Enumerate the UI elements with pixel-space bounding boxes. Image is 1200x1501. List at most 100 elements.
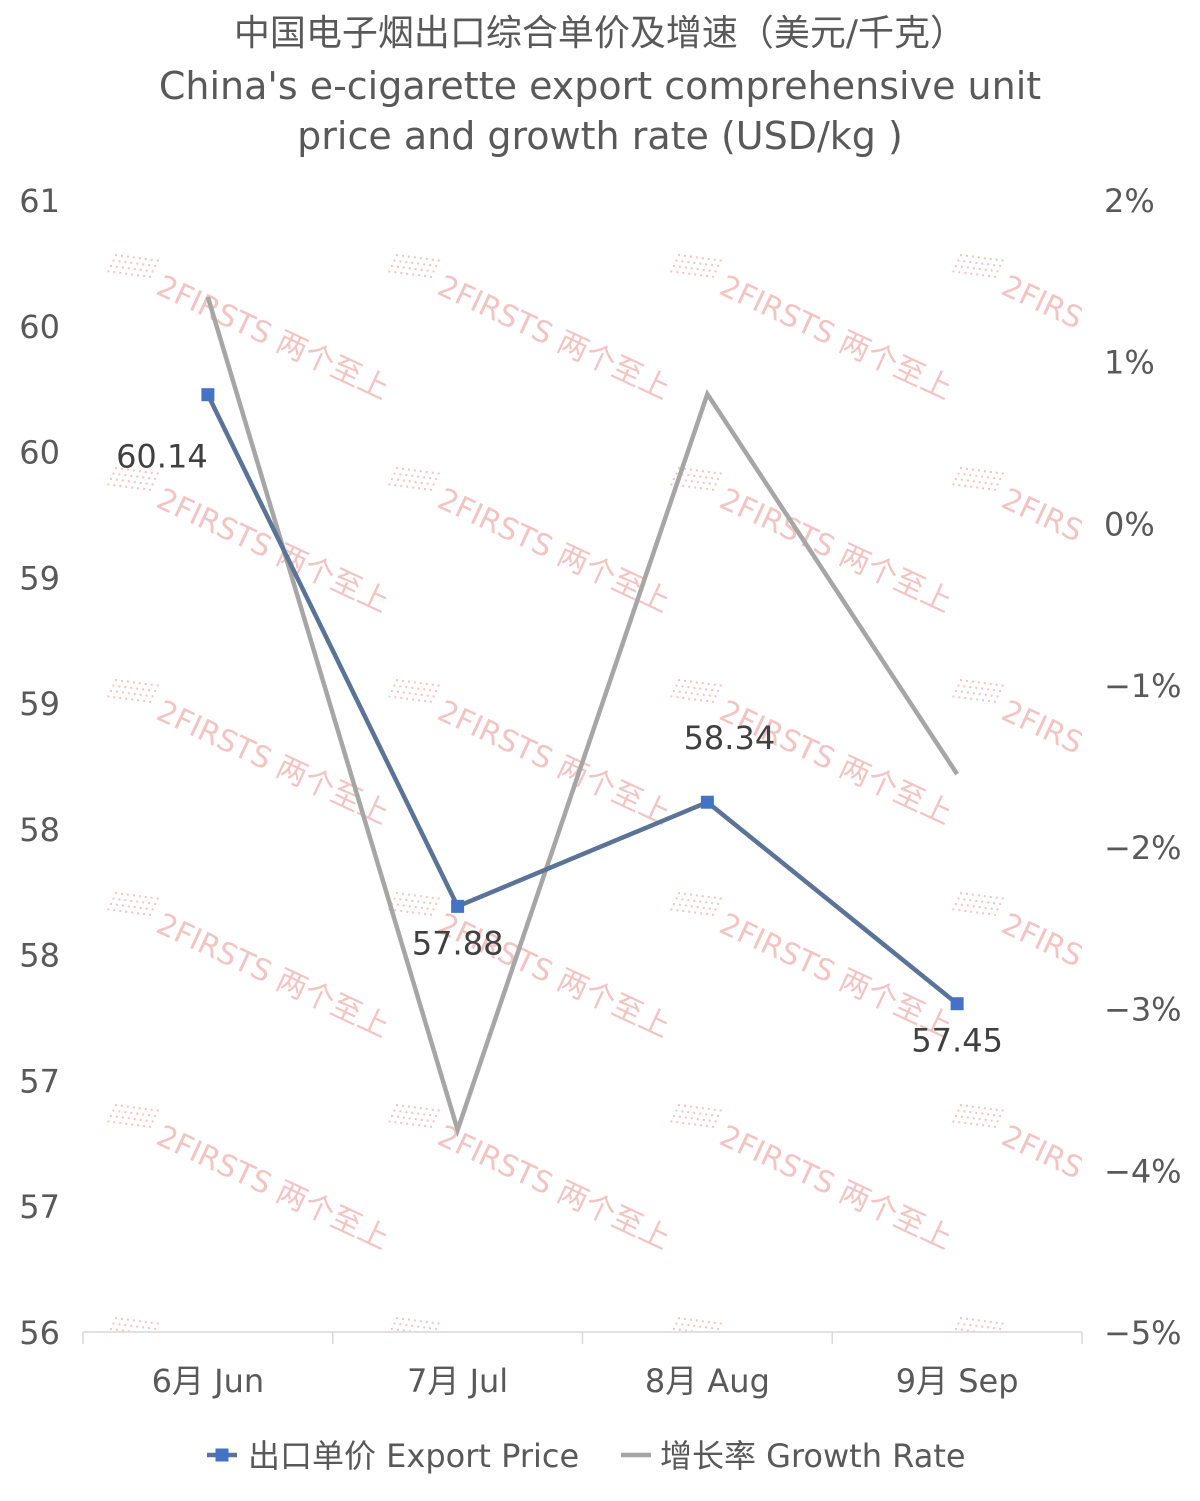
legend-export-price-label: 出口单价 Export Price	[248, 1437, 579, 1475]
watermark-logo-stroke	[672, 689, 719, 698]
watermark-logo-stroke	[952, 483, 999, 492]
watermark-logo-stroke	[114, 254, 161, 262]
export-price-marker	[201, 388, 215, 402]
watermark-logo-stroke	[107, 695, 154, 704]
y-left-tick-label: 58	[19, 811, 60, 849]
watermark-logo-stroke	[395, 254, 442, 262]
y-right-tick-label: −5%	[1104, 1314, 1182, 1352]
watermark-logo-stroke	[959, 892, 1006, 900]
watermark-logo-stroke	[107, 908, 154, 917]
watermark-logo-stroke	[393, 1109, 440, 1118]
watermark-logo-stroke	[109, 264, 156, 273]
y-left-tick-label: 59	[19, 559, 60, 597]
watermark-logo-stroke	[112, 259, 159, 268]
watermark-tile: 2FIRSTS 两个至上	[670, 467, 957, 620]
watermark-logo-stroke	[107, 270, 154, 279]
watermark-tile: 2FIRSTS 两个至上	[388, 1104, 675, 1257]
watermark-text: 2FIRSTS 两个至上	[151, 269, 394, 407]
export-price-marker	[700, 795, 714, 809]
export-price-data-label: 57.88	[412, 924, 504, 962]
watermark-logo-stroke	[675, 1322, 722, 1331]
watermark-text: 2FIRSTS 两个至上	[151, 694, 394, 832]
y-left-tick-label: 60	[19, 434, 60, 472]
watermark-logo-stroke	[957, 259, 1004, 268]
watermark-logo-stroke	[675, 472, 722, 481]
watermark-text: 2FIRSTS 两个至上	[432, 694, 675, 832]
export-price-marker	[950, 997, 964, 1011]
watermark-logo-stroke	[109, 902, 156, 911]
watermark-logo-stroke	[675, 1109, 722, 1118]
export-price-data-label: 57.45	[911, 1022, 1003, 1060]
watermark-logo-stroke	[388, 483, 435, 492]
y-left-tick-label: 61	[19, 182, 60, 220]
watermark-logo-stroke	[109, 1114, 156, 1123]
watermark-logo-stroke	[672, 902, 719, 911]
watermark-tile: 2FIRSTS 两个至上	[952, 254, 1200, 407]
watermark-tile: 2FIRSTS 两个至上	[670, 892, 957, 1045]
watermark-logo-stroke	[112, 1109, 159, 1118]
watermark-logo-stroke	[677, 679, 724, 687]
export-price-marker	[451, 899, 465, 913]
watermark-logo-stroke	[954, 902, 1001, 911]
watermark-tile: 2FIRSTS 两个至上	[107, 254, 394, 407]
watermark-logo-stroke	[670, 270, 717, 279]
chart-title-en-line2: price and growth rate (USD/kg )	[297, 114, 903, 158]
y-right-tick-label: 1%	[1104, 344, 1155, 382]
watermark-text: 2FIRSTS 两个至上	[432, 269, 675, 407]
watermark-logo-stroke	[677, 1104, 724, 1112]
y-left-tick-label: 60	[19, 308, 60, 346]
watermark-logo-stroke	[952, 1120, 999, 1129]
y-left-tick-label: 57	[19, 1188, 60, 1226]
watermark-logo-stroke	[395, 1104, 442, 1112]
watermark-logo-stroke	[390, 902, 437, 911]
watermark-logo-stroke	[954, 1327, 1001, 1332]
watermark-logo-stroke	[114, 467, 161, 475]
watermark-logo-stroke	[672, 1114, 719, 1123]
watermark-logo-stroke	[390, 1327, 437, 1332]
y-right-tick-label: −2%	[1104, 829, 1182, 867]
watermark-tile: 2FIRSTS 两个至上	[952, 467, 1200, 620]
watermark-logo-stroke	[390, 1114, 437, 1123]
watermark-text: 2FIRSTS 两个至上	[996, 1332, 1200, 1470]
watermark-logo-stroke	[952, 270, 999, 279]
watermark-logo-stroke	[959, 679, 1006, 687]
watermark-logo-stroke	[395, 892, 442, 900]
watermark-tile: 2FIRSTS 两个至上	[107, 892, 394, 1045]
watermark-logo-stroke	[109, 1327, 156, 1332]
y-right-tick-label: −1%	[1104, 667, 1182, 705]
watermark-text: 2FIRSTS 两个至上	[714, 694, 957, 832]
x-tick-label: 9月 Sep	[896, 1362, 1019, 1400]
watermark-text: 2FIRSTS 两个至上	[432, 1119, 675, 1257]
y-left-tick-label: 56	[19, 1314, 60, 1352]
watermark-logo-stroke	[957, 472, 1004, 481]
chart-title-zh: 中国电子烟出口综合单价及增速（美元/千克）	[233, 13, 967, 54]
watermark-logo-stroke	[388, 908, 435, 917]
watermark-logo-stroke	[952, 908, 999, 917]
watermark-text: 2FIRSTS 两个至上	[996, 482, 1200, 620]
watermark-text: 2FIRSTS 两个至上	[996, 269, 1200, 407]
watermark-layer: 2FIRSTS 两个至上 2FIRSTS 两个至上 2FIRSTS 两个至上 2FIR…	[107, 254, 1200, 1470]
watermark-logo-stroke	[112, 1322, 159, 1331]
legend-export-price-marker	[215, 1448, 229, 1462]
watermark-logo-stroke	[393, 1322, 440, 1331]
watermark-logo-stroke	[114, 1317, 161, 1325]
watermark-tile: 2FIRSTS 两个至上	[107, 1104, 394, 1257]
x-tick-label: 7月 Jul	[407, 1362, 508, 1400]
watermark-logo-stroke	[388, 695, 435, 704]
series-layer: 60.14 57.88 58.34 57.45	[116, 296, 1003, 1138]
watermark-logo-stroke	[670, 1120, 717, 1129]
watermark-logo-stroke	[957, 684, 1004, 693]
watermark-logo-stroke	[670, 695, 717, 704]
legend-growth-rate-label: 增长率 Growth Rate	[660, 1437, 966, 1475]
watermark-text: 2FIRSTS 两个至上	[151, 1119, 394, 1257]
export-price-line	[205, 393, 959, 1006]
y-right-tick-label: 0%	[1104, 505, 1155, 543]
watermark-logo-stroke	[393, 259, 440, 268]
growth-rate-line	[205, 296, 960, 1138]
watermark-tile: 2FIRSTS 两个至上	[670, 1104, 957, 1257]
watermark-logo-stroke	[677, 892, 724, 900]
watermark-logo-stroke	[390, 689, 437, 698]
watermark-logo-stroke	[675, 684, 722, 693]
x-tick-label: 8月 Aug	[645, 1362, 770, 1400]
watermark-text: 2FIRSTS 两个至上	[151, 907, 394, 1045]
